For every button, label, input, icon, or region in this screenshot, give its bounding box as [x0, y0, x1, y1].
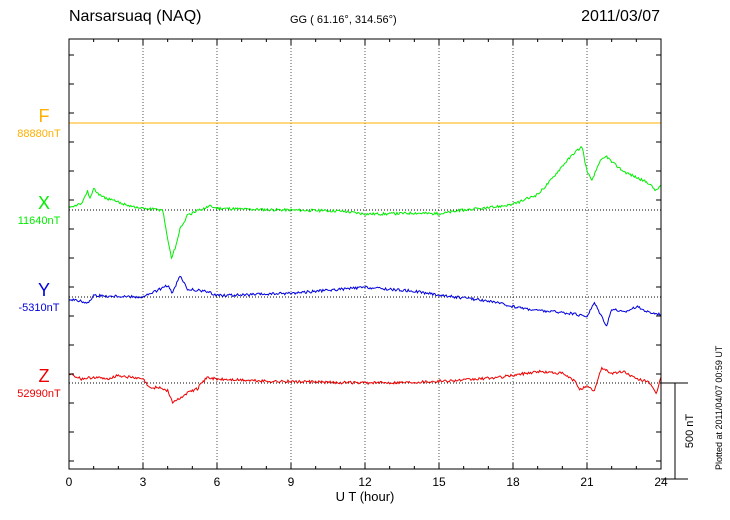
trace-x	[68, 145, 662, 260]
x-tick-label: 6	[214, 475, 221, 489]
chart-grid	[69, 39, 661, 469]
component-letter-x: X	[37, 193, 50, 213]
x-tick-label: 3	[140, 475, 147, 489]
plotted-timestamp: Plotted at 2011/04/07 00:59 UT	[714, 345, 724, 470]
x-axis-title: U T (hour)	[336, 489, 395, 504]
component-letter-f: F	[38, 106, 50, 126]
scale-bar: 500 nT	[661, 382, 696, 480]
x-tick-label: 9	[288, 475, 295, 489]
x-tick-label: 21	[580, 475, 594, 489]
plot-date: 2011/03/07	[581, 8, 660, 25]
component-letter-z: Z	[38, 366, 50, 386]
station-title: Narsarsuaq (NAQ)	[69, 8, 202, 25]
x-tick-label: 24	[654, 475, 668, 489]
x-tick-label: 12	[358, 475, 372, 489]
component-baseline-f: 88880nT	[17, 128, 61, 140]
x-tick-label: 15	[432, 475, 446, 489]
component-baseline-y: -5310nT	[18, 302, 60, 314]
component-baseline-x: 11640nT	[17, 215, 61, 227]
x-tick-labels: 0 3 6 9 12 15 18 21 24	[66, 475, 668, 489]
plot-frame	[68, 38, 662, 470]
chart-traces	[68, 122, 662, 404]
station-coordinates: GG ( 61.16°, 314.56°)	[290, 14, 397, 26]
scale-bar-label: 500 nT	[684, 414, 696, 449]
trace-z	[68, 366, 662, 404]
chart-ticks	[68, 39, 662, 469]
x-tick-label: 18	[506, 475, 520, 489]
component-letter-y: Y	[37, 280, 50, 300]
x-tick-label: 0	[66, 475, 73, 489]
trace-y	[68, 275, 662, 327]
component-baseline-z: 52990nT	[17, 388, 61, 400]
